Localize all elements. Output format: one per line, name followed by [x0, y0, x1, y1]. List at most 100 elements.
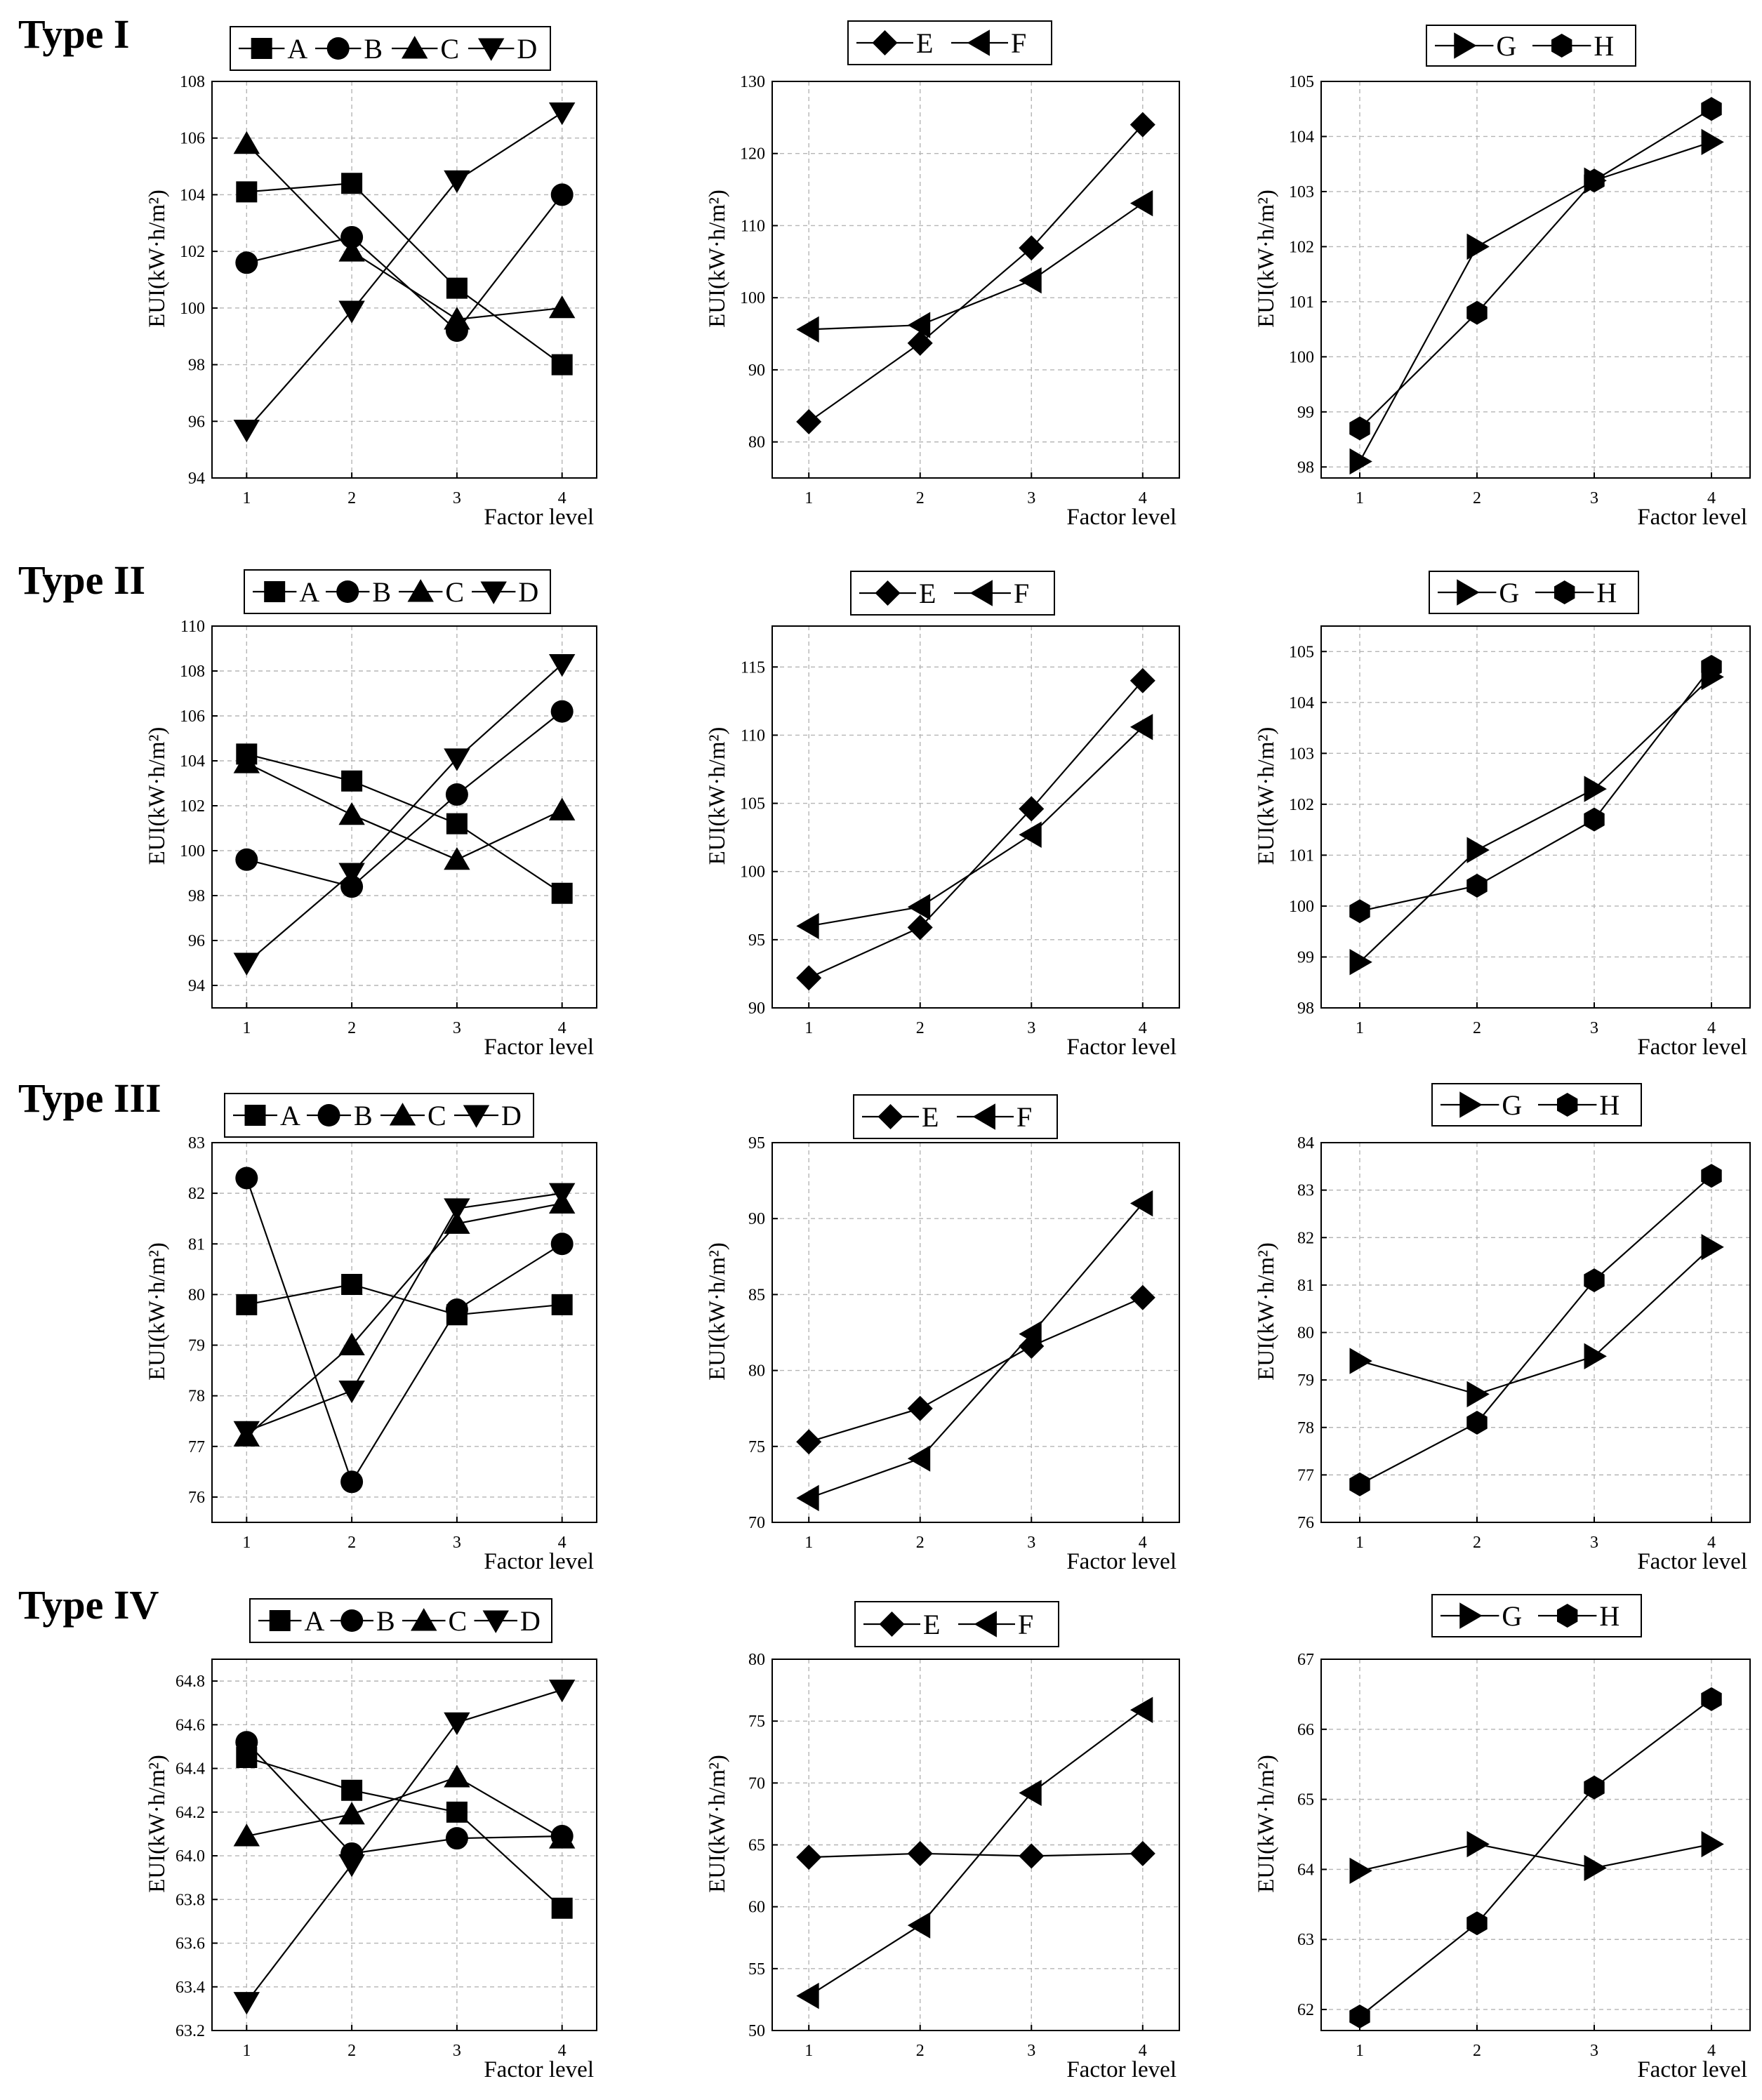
legend-marker-F — [972, 1103, 995, 1130]
legend-label-C: C — [445, 576, 464, 608]
data-point-F-4 — [1130, 190, 1153, 217]
data-point-D-2 — [338, 1854, 365, 1878]
data-point-H-3 — [1584, 168, 1605, 193]
x-axis-title: Factor level — [484, 505, 594, 530]
legend-label-B: B — [364, 33, 383, 65]
series-G-line — [1359, 676, 1712, 963]
y-tick-label: 85 — [748, 1286, 765, 1304]
y-tick-label: 64 — [1297, 1861, 1314, 1879]
series-A-line — [246, 182, 563, 366]
x-axis-title: Factor level — [1066, 505, 1177, 530]
series-G — [1349, 128, 1724, 475]
series-C-line — [246, 1202, 562, 1437]
legend-label-F: F — [1011, 27, 1026, 59]
y-axis-title: EUI(kW·h/m²) — [705, 727, 730, 865]
x-tick-label: 1 — [242, 489, 251, 507]
y-axis-title: EUI(kW·h/m²) — [705, 1755, 730, 1893]
x-axis-title: Factor level — [1066, 2057, 1177, 2082]
series-C — [233, 131, 576, 330]
y-tick-label: 63.4 — [175, 1979, 205, 1997]
data-point-G-3 — [1584, 1343, 1607, 1370]
series-G-line — [1359, 141, 1712, 463]
series-H — [1349, 1687, 1722, 2028]
series-H-line — [1359, 666, 1712, 912]
data-point-D-2 — [338, 863, 365, 886]
legend-label-G: G — [1496, 30, 1516, 62]
legend-marker-B — [340, 1609, 364, 1632]
x-tick-label: 4 — [558, 2042, 567, 2060]
series-A-line — [246, 753, 563, 894]
series-F-line — [809, 202, 1144, 331]
y-axis-title: EUI(kW·h/m²) — [145, 190, 170, 328]
data-point-C-2 — [338, 1332, 365, 1355]
legend-label-D: D — [520, 1605, 541, 1637]
y-tick-label: 105 — [740, 795, 765, 813]
x-tick-label: 2 — [347, 2042, 356, 2060]
series-E — [796, 1840, 1155, 1870]
legend: A B C D — [249, 1598, 552, 1643]
x-tick-label: 3 — [1590, 1019, 1598, 1037]
y-axis-title: EUI(kW·h/m²) — [705, 190, 730, 328]
legend-label-A: A — [280, 1100, 300, 1131]
x-axis-title: Factor level — [484, 2057, 594, 2082]
data-point-A-2 — [341, 1273, 363, 1295]
data-point-F-3 — [1019, 267, 1042, 294]
x-axis-title: Factor level — [1066, 1035, 1177, 1060]
y-tick-label: 67 — [1297, 1651, 1314, 1669]
legend-marker-B — [336, 580, 359, 603]
data-point-A-1 — [236, 1747, 258, 1769]
data-point-C-3 — [444, 1211, 470, 1234]
legend-marker-F — [969, 580, 993, 606]
data-point-H-2 — [1466, 1411, 1488, 1435]
legend-marker-C — [402, 36, 428, 59]
legend-marker-H — [1557, 1093, 1578, 1117]
data-point-A-3 — [446, 813, 468, 835]
legend-marker-A — [244, 1105, 266, 1126]
series-F-line — [808, 1709, 1144, 1997]
series-D-line — [246, 1192, 562, 1433]
data-point-H-4 — [1701, 655, 1722, 679]
y-tick-label: 96 — [188, 413, 205, 431]
data-point-F-4 — [1130, 1190, 1153, 1217]
y-tick-label: 100 — [740, 289, 765, 307]
data-point-D-2 — [338, 1381, 365, 1404]
data-point-B-2 — [340, 1470, 364, 1494]
data-point-G-1 — [1349, 448, 1372, 475]
series-E — [796, 1284, 1155, 1455]
y-tick-label: 90 — [748, 1210, 765, 1228]
y-tick-label: 79 — [188, 1337, 205, 1355]
series-D — [233, 653, 576, 976]
y-tick-label: 96 — [188, 932, 205, 950]
data-point-A-2 — [341, 1779, 363, 1801]
data-point-H-4 — [1701, 1164, 1722, 1188]
series-B — [235, 1167, 574, 1494]
legend-marker-G — [1457, 579, 1480, 606]
row-labels: Type I Type II Type III Type IV — [18, 11, 161, 1628]
series-B — [235, 700, 574, 898]
series-F — [796, 1190, 1153, 1512]
data-point-B-4 — [550, 183, 574, 206]
series-F-line — [808, 1202, 1144, 1499]
y-tick-label: 101 — [1289, 846, 1314, 865]
series-H-line — [1359, 108, 1712, 430]
y-axis-title: EUI(kW·h/m²) — [1254, 1242, 1279, 1381]
data-point-E-1 — [796, 965, 822, 991]
plot-frame — [211, 1142, 597, 1523]
data-point-E-1 — [796, 1429, 822, 1455]
x-tick-label: 4 — [1707, 489, 1716, 507]
data-point-E-4 — [1130, 1284, 1155, 1310]
series-B-line — [246, 710, 563, 888]
legend-marker-G — [1454, 32, 1477, 59]
x-tick-label: 4 — [1139, 1019, 1147, 1037]
x-tick-label: 2 — [916, 1534, 925, 1552]
series-B-line — [246, 194, 563, 332]
x-tick-label: 2 — [1473, 1534, 1481, 1552]
chart-4-1: 63.2 63.4 63.6 63.8 64.0 64.2 64.4 64.6 64.8 1 2 3 4… — [145, 1598, 597, 2082]
y-tick-label: 90 — [748, 361, 765, 380]
legend-marker-D — [482, 1610, 509, 1633]
y-tick-label: 63.2 — [175, 2022, 205, 2040]
